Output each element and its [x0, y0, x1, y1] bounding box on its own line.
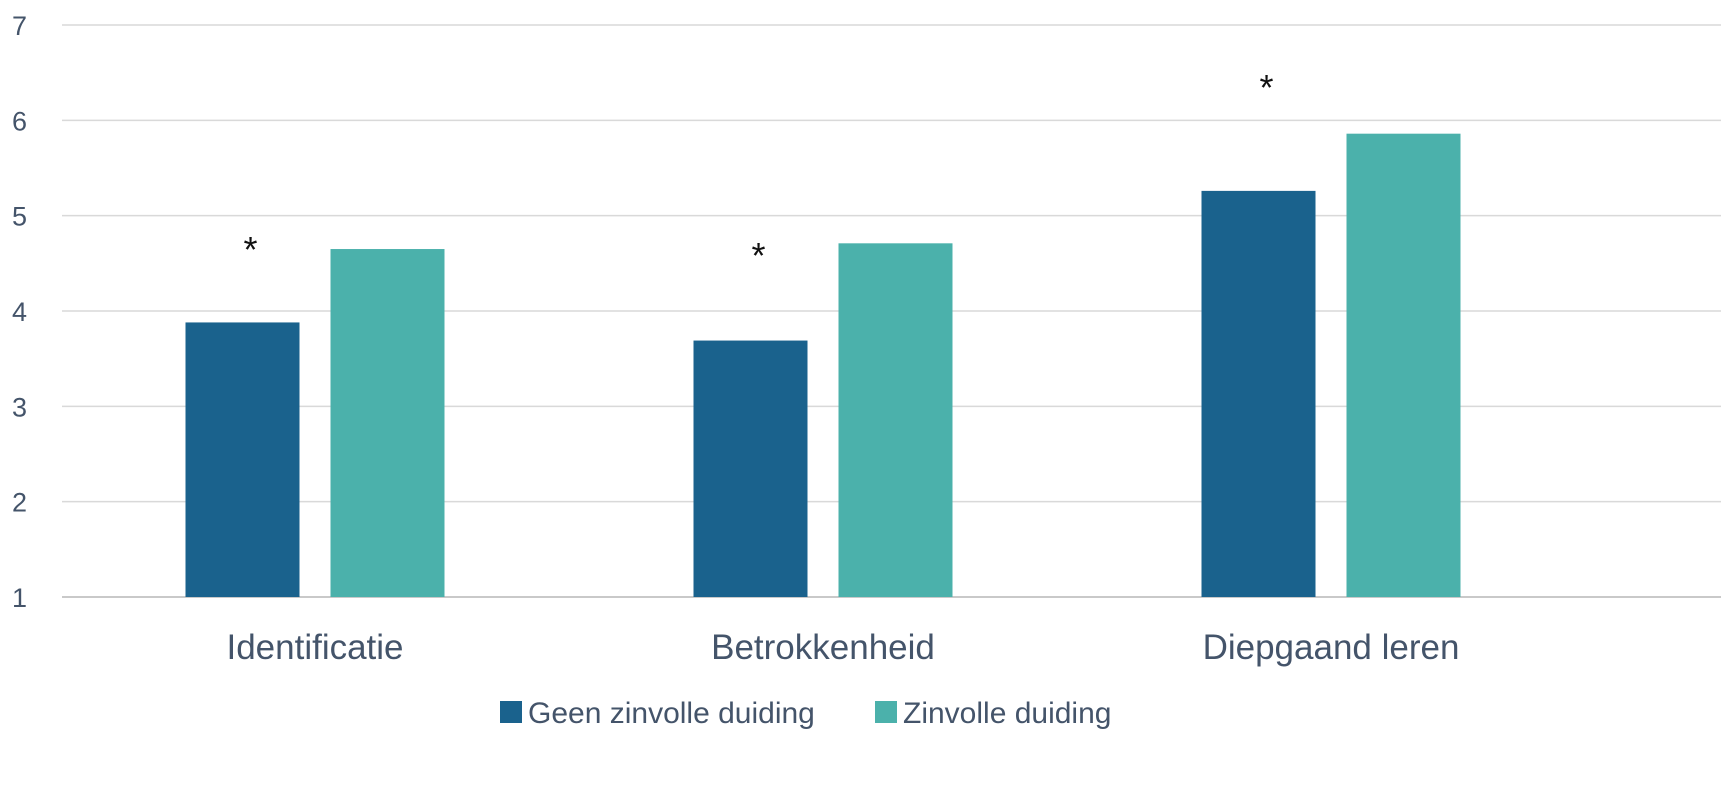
significance-markers: * * *: [243, 67, 1273, 276]
significance-star: *: [1259, 67, 1273, 108]
y-tick-label: 7: [12, 11, 27, 41]
category-label: Diepgaand leren: [1203, 628, 1460, 667]
legend-swatch: [500, 701, 522, 723]
bars: [185, 133, 1461, 598]
legend-swatch: [875, 701, 897, 723]
y-tick-label: 1: [12, 583, 27, 613]
y-tick-label: 2: [12, 488, 27, 518]
bar-zinvolle-duiding: [330, 249, 445, 598]
bar-geen-zinvolle-duiding: [693, 340, 808, 597]
legend: Geen zinvolle duiding Zinvolle duiding: [500, 697, 1111, 730]
y-tick-label: 5: [12, 202, 27, 232]
x-axis: Identificatie Betrokkenheid Diepgaand lere…: [226, 628, 1459, 667]
bar-geen-zinvolle-duiding: [1201, 190, 1316, 597]
significance-star: *: [751, 235, 765, 276]
y-tick-label: 3: [12, 392, 27, 422]
bar-zinvolle-duiding: [838, 243, 953, 597]
bar-geen-zinvolle-duiding: [185, 322, 300, 597]
legend-label: Geen zinvolle duiding: [528, 697, 815, 730]
y-tick-label: 6: [12, 106, 27, 136]
category-label: Identificatie: [226, 628, 403, 667]
legend-label: Zinvolle duiding: [903, 697, 1111, 730]
bar-zinvolle-duiding: [1346, 133, 1461, 597]
y-tick-label: 4: [12, 297, 27, 327]
category-label: Betrokkenheid: [711, 628, 935, 667]
y-axis: 1 2 3 4 5 6 7: [12, 11, 27, 613]
significance-star: *: [243, 229, 257, 270]
